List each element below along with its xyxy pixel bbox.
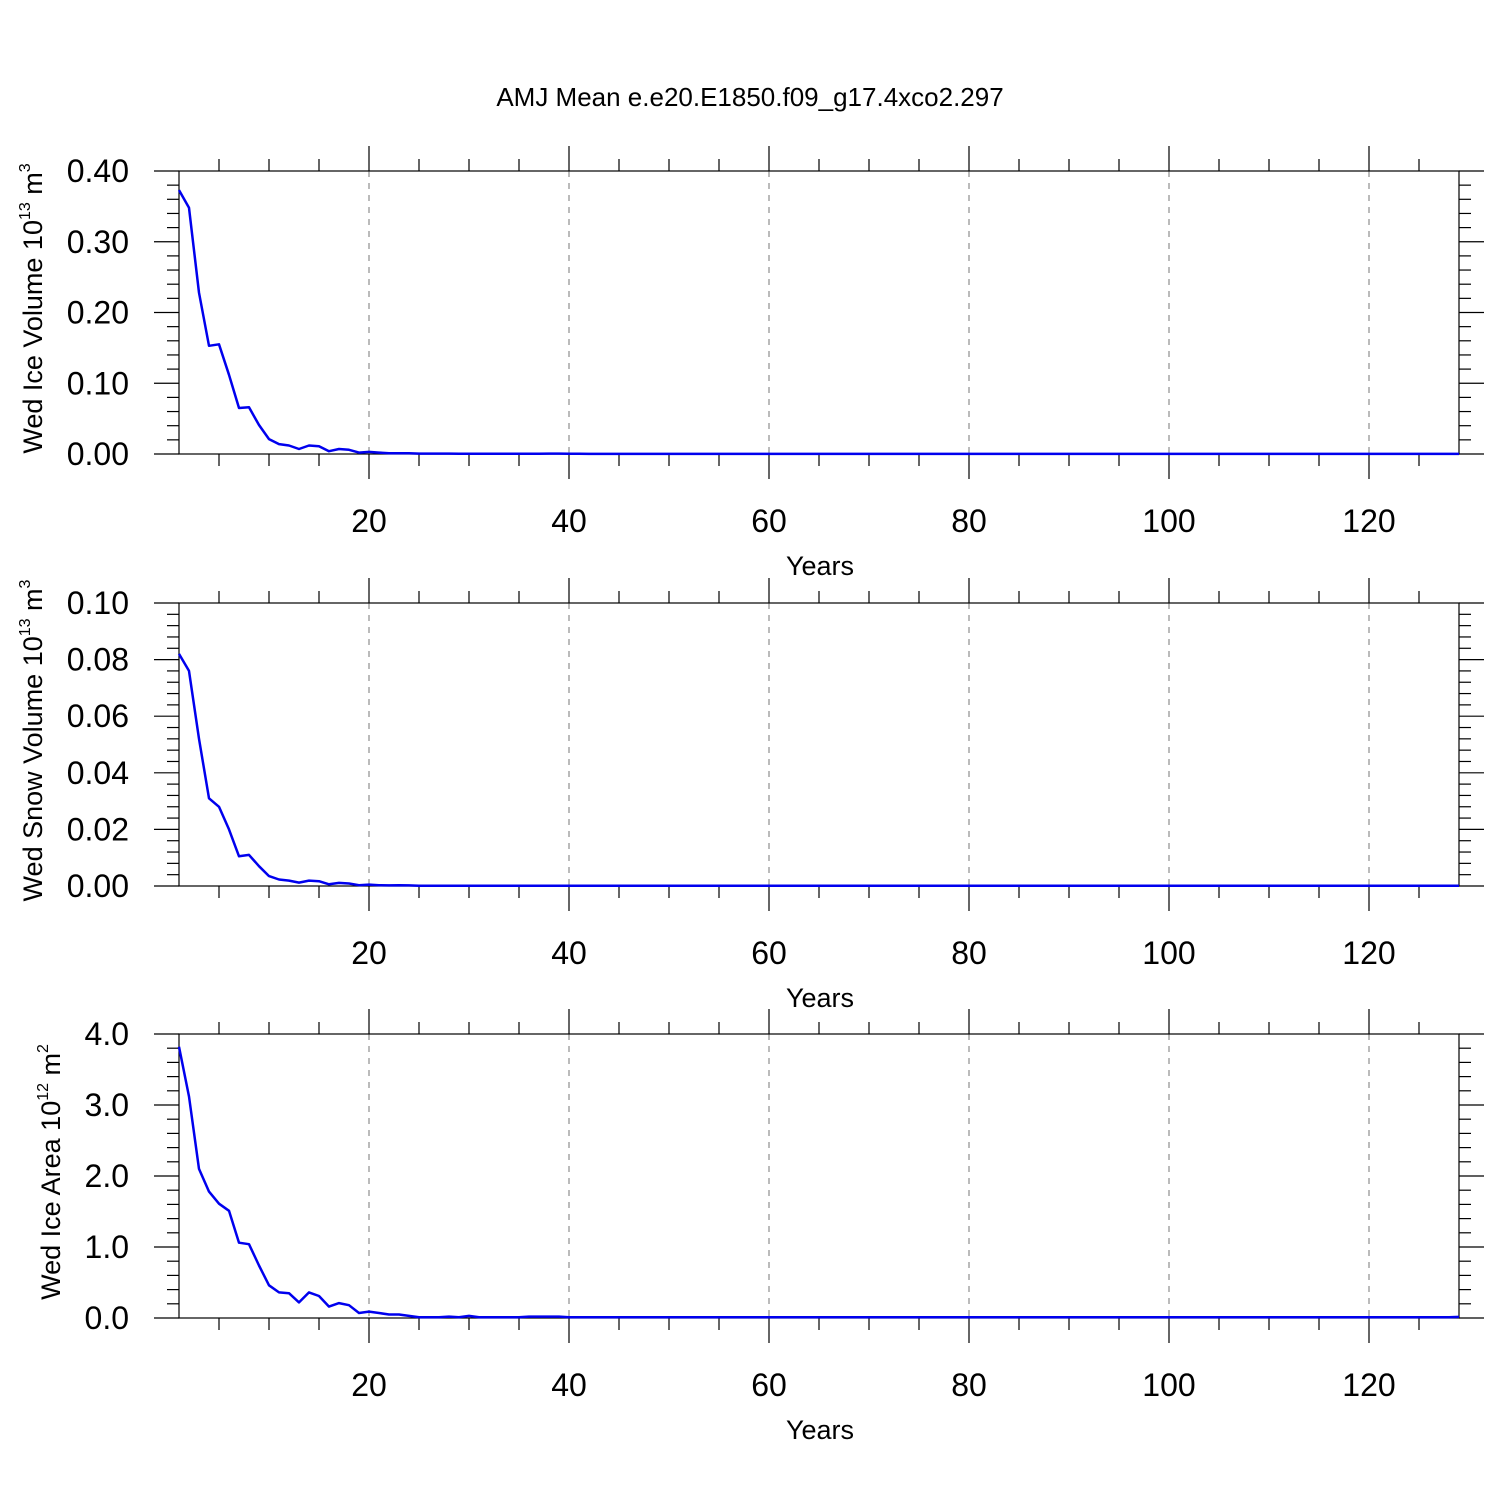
x-tick-label: 100	[1142, 503, 1195, 539]
y-tick-label: 0.08	[67, 642, 129, 678]
y-tick-label: 4.0	[85, 1016, 129, 1052]
y-axis-label: Wed Snow Volume 1013 m3	[17, 579, 48, 901]
y-tick-label: 0.02	[67, 811, 129, 847]
data-line-series-1	[177, 653, 1459, 887]
x-tick-label: 40	[551, 503, 587, 539]
chart-panel-1: 20 40 60 80 100 120 Years 0.00 0.10 0.20 0.30 0.40 W…	[17, 146, 1484, 581]
plot-frame	[178, 602, 1460, 887]
y-tick-label: 0.20	[67, 295, 129, 331]
x-axis-label: Years	[786, 983, 854, 1013]
chart-panel-3: 20 40 60 80 100 120 Years 0.0 1.0 2.0 3.0 4.0 Wed Ic…	[35, 1009, 1484, 1445]
y-tick-label: 0.00	[67, 436, 129, 472]
x-tick-label: 20	[351, 1367, 387, 1403]
y-tick-label: 1.0	[85, 1229, 129, 1265]
y-tick-label: 2.0	[85, 1158, 129, 1194]
y-tick-label: 0.30	[67, 224, 129, 260]
x-tick-label: 100	[1142, 1367, 1195, 1403]
y-tick-label: 3.0	[85, 1087, 129, 1123]
x-tick-label: 80	[951, 935, 987, 971]
data-line-series-1	[177, 189, 1459, 456]
x-tick-label: 40	[551, 935, 587, 971]
y-tick-label: 0.10	[67, 365, 129, 401]
y-tick-label: 0.06	[67, 698, 129, 734]
y-tick-label: 0.0	[85, 1300, 129, 1336]
y-tick-label: 0.40	[67, 153, 129, 189]
x-tick-label: 120	[1342, 1367, 1395, 1403]
plot-frame	[178, 1033, 1460, 1319]
x-tick-label: 20	[351, 935, 387, 971]
y-tick-label: 0.00	[67, 868, 129, 904]
x-tick-label: 80	[951, 1367, 987, 1403]
plot-frame	[178, 170, 1460, 455]
x-axis-label: Years	[786, 551, 854, 581]
x-tick-label: 60	[751, 503, 787, 539]
data-line-series-1	[177, 1046, 1460, 1319]
y-tick-label: 0.04	[67, 755, 129, 791]
x-axis-label: Years	[786, 1415, 854, 1445]
chart-title: AMJ Mean e.e20.E1850.f09_g17.4xco2.297	[496, 82, 1003, 112]
y-tick-label: 0.10	[67, 585, 129, 621]
x-tick-label: 60	[751, 1367, 787, 1403]
x-tick-label: 120	[1342, 503, 1395, 539]
x-tick-label: 40	[551, 1367, 587, 1403]
y-axis-label: Wed Ice Volume 1013 m3	[17, 163, 48, 453]
x-tick-label: 120	[1342, 935, 1395, 971]
chart-panel-2: 20 40 60 80 100 120 Years 0.00 0.02 0.04 0.06 0.08 0…	[17, 578, 1484, 1013]
x-tick-label: 20	[351, 503, 387, 539]
y-axis-label: Wed Ice Area 1012 m2	[35, 1044, 66, 1300]
x-tick-label: 100	[1142, 935, 1195, 971]
x-tick-label: 80	[951, 503, 987, 539]
x-tick-label: 60	[751, 935, 787, 971]
